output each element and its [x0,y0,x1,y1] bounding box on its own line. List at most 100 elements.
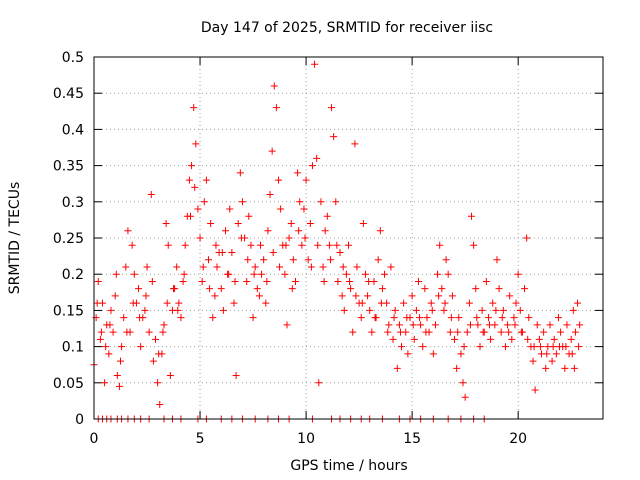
data-point [517,328,525,336]
data-point [457,350,465,358]
data-point [444,270,452,278]
data-point [525,314,533,322]
data-point [313,154,321,162]
data-point [429,350,437,358]
data-point [516,306,524,314]
data-point [378,285,386,293]
data-point [213,263,221,271]
data-point [460,343,468,351]
data-point [441,299,449,307]
data-point [101,379,109,387]
data-point [389,335,397,343]
data-point [314,241,322,249]
data-point [540,328,548,336]
data-point [514,270,522,278]
data-point [498,314,506,322]
data-point [470,241,478,249]
data-point [142,292,150,300]
data-point [396,328,404,336]
data-point [245,212,253,220]
data-point [145,328,153,336]
data-point [135,285,143,293]
data-point [409,321,417,329]
y-tick-label: 0.5 [62,50,84,66]
y-tick-label: 0.4 [62,122,84,138]
y-axis-label: SRMTID / TECUs [7,182,23,295]
data-point [417,321,425,329]
data-point [282,241,290,249]
y-tick-label: 0.15 [53,303,84,319]
data-point [374,256,382,264]
data-point [571,328,579,336]
data-point [200,198,208,206]
data-point [357,314,365,322]
data-point [113,372,121,380]
data-point [479,328,487,336]
data-point [400,299,408,307]
data-point [346,277,354,285]
data-point [552,350,560,358]
data-point [512,299,520,307]
data-point [206,285,214,293]
data-point [256,241,264,249]
data-point [574,299,582,307]
data-point [422,328,430,336]
data-point [542,364,550,372]
data-point [453,364,461,372]
data-point [285,234,293,242]
data-point [561,364,569,372]
data-point [505,328,513,336]
data-point [323,212,331,220]
data-point [147,191,155,199]
data-point [320,277,328,285]
data-point [569,306,577,314]
data-point [159,328,167,336]
y-tick-label: 0 [75,412,84,428]
data-point [390,314,398,322]
data-point [506,292,514,300]
data-point [359,220,367,228]
data-point [180,270,188,278]
data-point [288,285,296,293]
data-point [428,306,436,314]
data-point [196,234,204,242]
data-point [549,343,557,351]
data-point [277,205,285,213]
data-point [105,350,113,358]
data-point [478,306,486,314]
data-point [535,335,543,343]
data-point [436,241,444,249]
data-point [198,277,206,285]
data-point [529,357,537,365]
data-point [228,248,236,256]
data-point [364,292,372,300]
data-point [495,285,503,293]
data-point [530,343,538,351]
data-point [175,299,183,307]
data-point [234,220,242,228]
data-point [330,133,338,141]
data-point [109,328,117,336]
data-point [504,321,512,329]
grid [94,57,603,419]
data-point [435,292,443,300]
chart-title: Day 147 of 2025, SRMTID for receiver iis… [201,20,493,36]
data-point [468,212,476,220]
data-point [115,382,123,390]
data-point [352,292,360,300]
data-point [376,227,384,235]
data-point [499,306,507,314]
data-point [321,227,329,235]
data-point [122,263,130,271]
data-point [412,306,420,314]
data-point [295,227,303,235]
data-point [403,314,411,322]
data-point [368,328,376,336]
y-tick-label: 0.1 [62,340,84,356]
data-point [431,321,439,329]
data-point [521,285,529,293]
data-point [315,379,323,387]
data-point [398,343,406,351]
data-point [554,314,562,322]
data-point [531,386,539,394]
